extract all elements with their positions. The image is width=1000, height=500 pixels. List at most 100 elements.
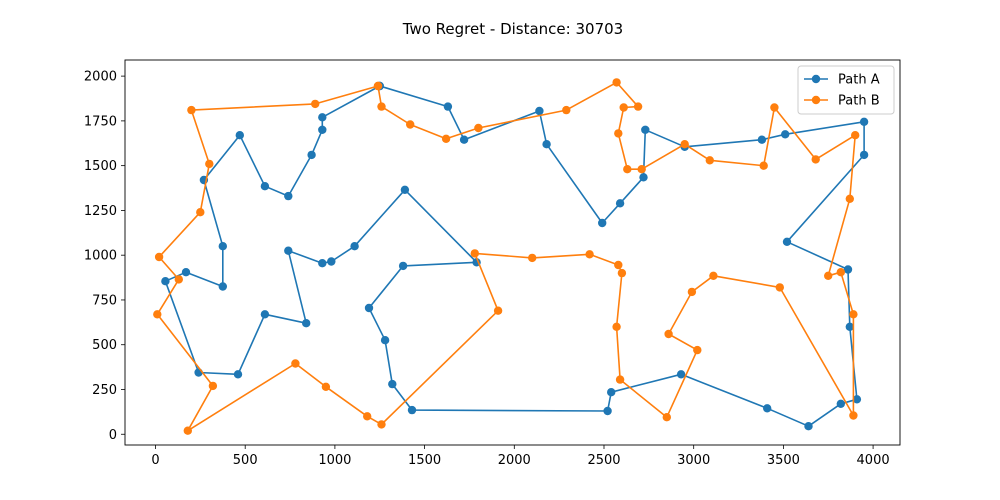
path-b-point — [321, 382, 331, 391]
path-a-point — [181, 268, 191, 277]
path-a-point — [782, 237, 792, 246]
path-b-point — [612, 322, 621, 331]
legend-box — [797, 65, 895, 115]
path-b-point — [291, 359, 300, 368]
path-a-point — [307, 150, 316, 160]
path-a-point — [443, 102, 453, 111]
path-b-point — [474, 123, 483, 133]
path-b-point — [637, 165, 646, 174]
path-b-point — [205, 159, 214, 169]
path-a-point — [843, 265, 853, 274]
x-tick-label: 2000 — [498, 453, 531, 468]
path-a-point — [327, 257, 336, 266]
path-b-point — [373, 81, 383, 91]
path-a-point — [364, 303, 374, 313]
path-b-point — [664, 329, 673, 339]
path-b-point — [705, 156, 714, 165]
path-a-point — [407, 405, 417, 415]
x-tick-label: 2500 — [587, 453, 620, 468]
path-b-line — [156, 81, 857, 432]
path-b-point — [183, 426, 192, 435]
path-b-point — [187, 105, 196, 115]
chart-title: Two Regret - Distance: 30703 — [402, 20, 623, 38]
path-a-point — [218, 282, 227, 291]
path-b-point — [775, 283, 784, 292]
y-tick-label: 1750 — [84, 114, 117, 129]
x-tick-label: 0 — [151, 453, 159, 468]
path-a-point — [781, 130, 790, 139]
path-a-point — [639, 173, 648, 182]
y-axis: 0 250 500 750 1000 1250 1500 1750 2000 — [84, 70, 125, 443]
path-b-point — [633, 102, 643, 111]
path-b-point — [709, 271, 718, 280]
y-tick-label: 2000 — [84, 70, 117, 85]
x-tick-label: 500 — [233, 453, 258, 468]
path-a-point — [318, 125, 327, 134]
path-a-point — [607, 388, 616, 397]
path-a-point — [284, 246, 293, 255]
x-tick-label: 3000 — [677, 453, 710, 468]
legend: Path A Path B — [797, 65, 895, 115]
series-path-a — [161, 81, 869, 431]
path-a-point — [598, 218, 607, 228]
path-b-point — [377, 420, 386, 429]
path-b-point — [623, 165, 632, 174]
path-a-point — [380, 336, 390, 345]
path-b-point — [493, 306, 503, 315]
path-a-point — [615, 199, 625, 208]
series-layer — [153, 78, 869, 435]
path-a-point — [318, 259, 327, 268]
series-path-b — [153, 78, 860, 435]
path-b-point — [824, 271, 833, 280]
path-a-point — [859, 117, 869, 127]
path-b-point — [680, 140, 689, 149]
path-a-point — [852, 395, 862, 404]
y-tick-label: 750 — [92, 293, 117, 308]
path-b-point — [196, 208, 205, 217]
y-tick-label: 1250 — [84, 204, 117, 219]
path-a-point — [260, 310, 270, 319]
path-b-point — [693, 345, 702, 355]
x-tick-label: 1000 — [318, 453, 351, 468]
path-b-point — [851, 131, 860, 140]
y-tick-label: 1500 — [84, 159, 117, 174]
path-a-point — [836, 399, 845, 408]
y-tick-label: 250 — [92, 383, 117, 398]
path-a-point — [233, 370, 243, 379]
path-b-point — [470, 249, 479, 258]
path-b-point — [174, 275, 183, 284]
path-b-point — [687, 287, 697, 297]
path-b-point — [585, 250, 594, 259]
x-axis: 0 500 1000 1500 2000 2500 3000 3500 4000 — [151, 445, 890, 468]
path-b-point — [614, 129, 623, 138]
plot-frame — [124, 59, 901, 446]
path-b-point — [311, 99, 320, 109]
path-a-point — [388, 379, 397, 389]
path-a-point — [218, 242, 227, 251]
path-a-point — [763, 404, 772, 413]
path-a-point — [398, 261, 408, 271]
y-tick-label: 500 — [92, 338, 117, 353]
path-a-point — [804, 422, 813, 431]
path-a-point — [459, 135, 469, 144]
legend-marker-path-b — [811, 95, 821, 105]
path-b-point — [770, 103, 779, 112]
path-b-point — [845, 194, 854, 203]
legend-label-path-a: Path A — [838, 73, 880, 88]
path-a-point — [302, 319, 311, 328]
path-a-point — [859, 150, 869, 160]
path-a-point — [161, 277, 170, 286]
path-b-point — [849, 310, 858, 319]
path-b-point — [528, 253, 537, 263]
y-tick-label: 0 — [109, 428, 117, 443]
path-b-point — [208, 381, 218, 391]
path-a-point — [235, 131, 244, 140]
path-b-point — [617, 268, 627, 278]
path-b-point — [363, 412, 372, 421]
path-a-point — [260, 182, 270, 191]
x-tick-label: 3500 — [767, 453, 800, 468]
path-b-point — [662, 413, 671, 422]
path-b-point — [836, 268, 845, 277]
